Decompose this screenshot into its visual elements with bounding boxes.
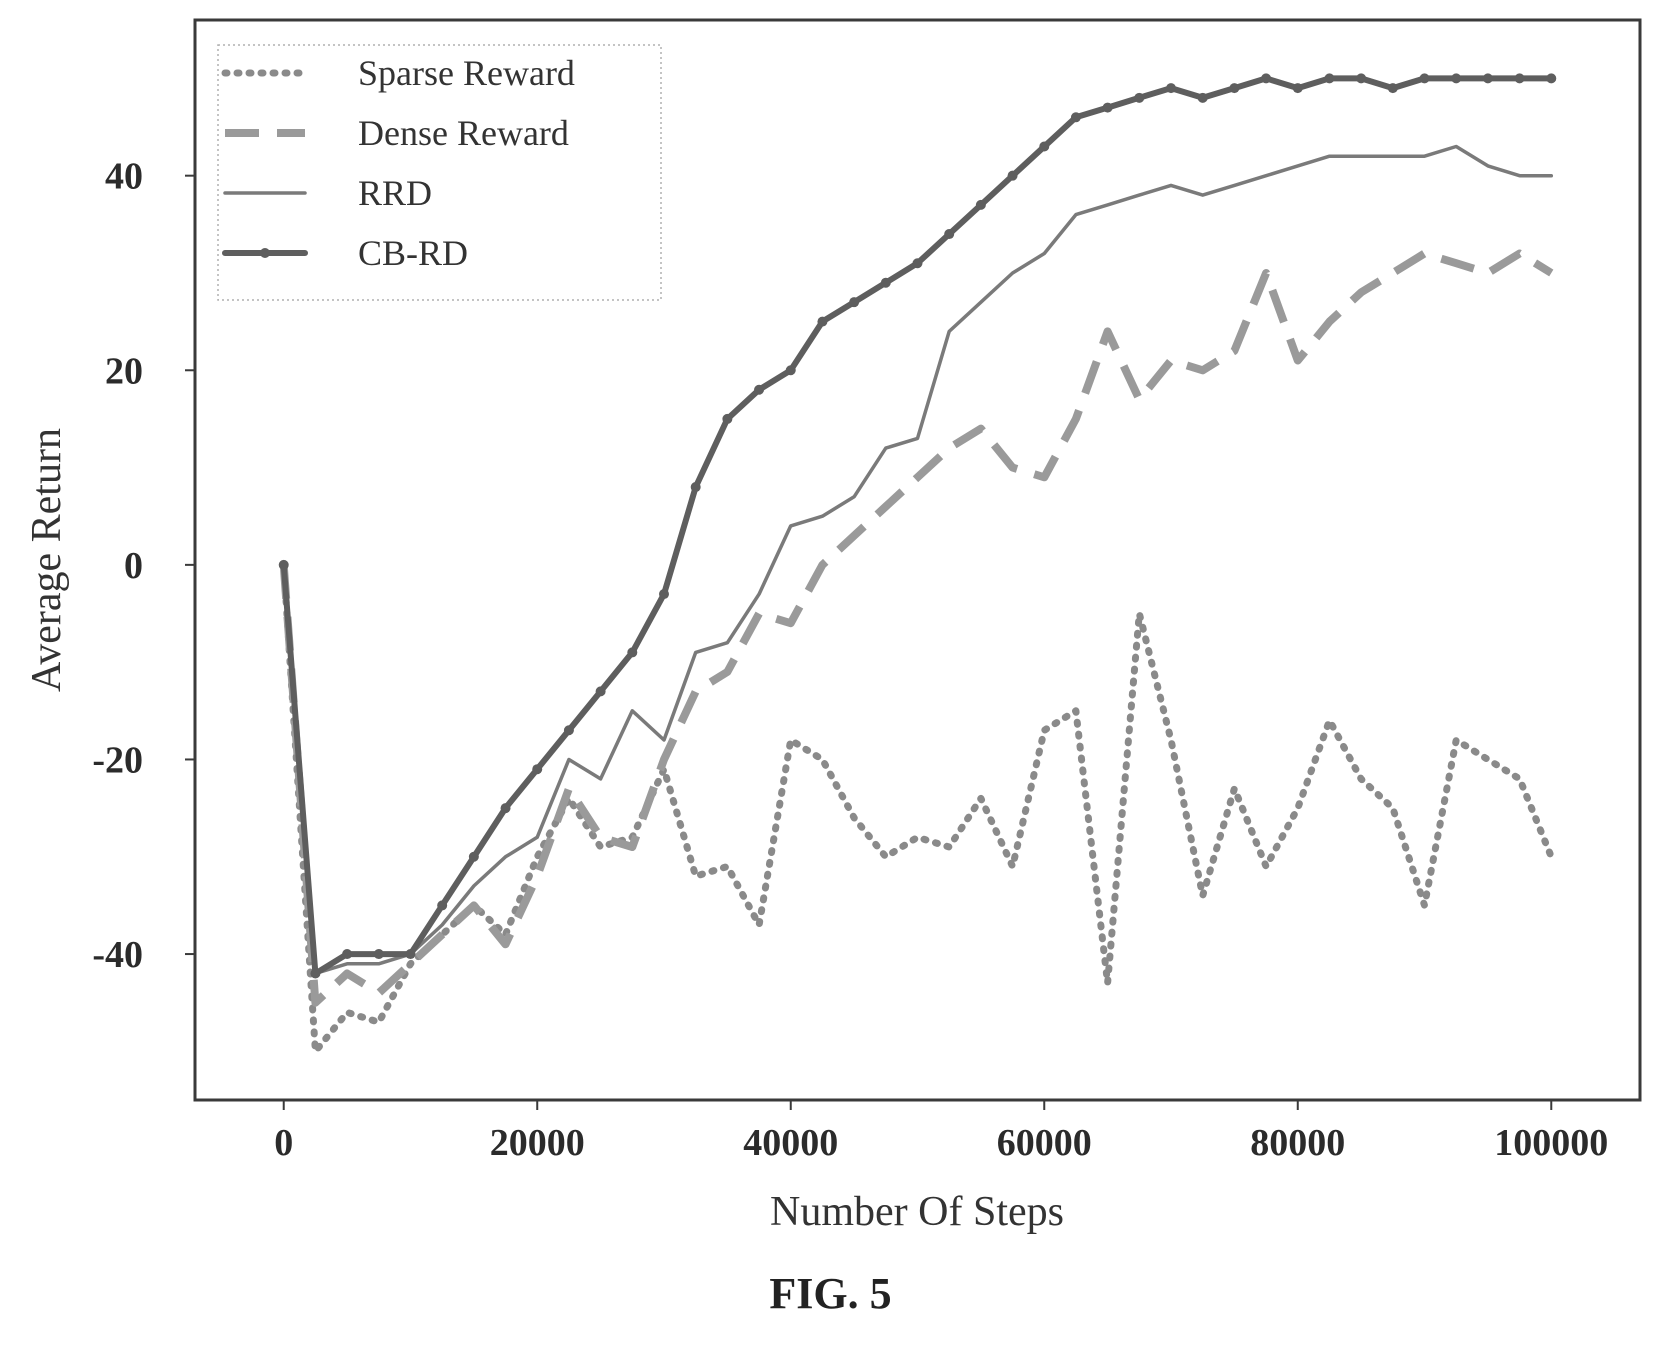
data-point-cb-rd: [279, 560, 289, 570]
data-point-cb-rd: [1420, 73, 1430, 83]
data-point-cb-rd: [1008, 171, 1018, 181]
data-point-cb-rd: [849, 297, 859, 307]
data-point-cb-rd: [1293, 83, 1303, 93]
x-axis: 0 20000 40000 60000 80000 100000: [274, 1100, 1608, 1164]
data-point-cb-rd: [659, 589, 669, 599]
x-tick-label: 100000: [1494, 1122, 1608, 1164]
y-tick-label: 40: [105, 156, 143, 198]
x-tick-label: 0: [274, 1122, 293, 1164]
series-line-sparse-reward: [284, 565, 1552, 1052]
data-point-cb-rd: [1324, 73, 1334, 83]
y-tick-label: -40: [92, 934, 143, 976]
data-point-cb-rd: [1261, 73, 1271, 83]
data-point-cb-rd: [881, 278, 891, 288]
x-tick-label: 40000: [743, 1122, 838, 1164]
data-point-cb-rd: [501, 803, 511, 813]
data-point-cb-rd: [691, 482, 701, 492]
data-point-cb-rd: [722, 414, 732, 424]
y-axis-title: Average Return: [24, 428, 70, 692]
x-tick-label: 80000: [1250, 1122, 1345, 1164]
y-tick-label: 20: [105, 350, 143, 392]
data-point-cb-rd: [627, 647, 637, 657]
y-tick-label: -20: [92, 739, 143, 781]
y-tick-label: 0: [124, 545, 143, 587]
data-point-cb-rd: [1546, 73, 1556, 83]
data-point-cb-rd: [1103, 103, 1113, 113]
x-axis-title: Number Of Steps: [770, 1189, 1064, 1235]
data-point-cb-rd: [944, 229, 954, 239]
data-point-cb-rd: [1388, 83, 1398, 93]
data-point-cb-rd: [1039, 141, 1049, 151]
figure-caption: FIG. 5: [0, 1268, 1661, 1319]
data-point-cb-rd: [1166, 83, 1176, 93]
data-point-cb-rd: [310, 969, 320, 979]
data-point-cb-rd: [1134, 93, 1144, 103]
data-point-cb-rd: [596, 686, 606, 696]
data-point-cb-rd: [1356, 73, 1366, 83]
legend-label-rrd: RRD: [358, 173, 432, 213]
data-point-cb-rd: [1515, 73, 1525, 83]
data-point-cb-rd: [405, 949, 415, 959]
x-tick-label: 20000: [490, 1122, 585, 1164]
data-point-cb-rd: [532, 764, 542, 774]
legend-label-cb-rd: CB-RD: [358, 233, 468, 273]
series-line-rrd: [284, 147, 1552, 974]
legend-label-sparse-reward: Sparse Reward: [358, 53, 575, 93]
data-point-cb-rd: [913, 258, 923, 268]
data-point-cb-rd: [754, 385, 764, 395]
data-point-cb-rd: [564, 725, 574, 735]
data-point-cb-rd: [786, 365, 796, 375]
data-point-cb-rd: [469, 852, 479, 862]
data-point-cb-rd: [1483, 73, 1493, 83]
data-point-cb-rd: [342, 949, 352, 959]
series-layer: [279, 73, 1557, 1051]
legend-marker-cb-rd: [260, 248, 270, 258]
data-point-cb-rd: [437, 900, 447, 910]
data-point-cb-rd: [1451, 73, 1461, 83]
data-point-cb-rd: [976, 200, 986, 210]
series-line-dense-reward: [284, 254, 1552, 1003]
legend-label-dense-reward: Dense Reward: [358, 113, 569, 153]
data-point-cb-rd: [1229, 83, 1239, 93]
data-point-cb-rd: [1198, 93, 1208, 103]
data-point-cb-rd: [1071, 112, 1081, 122]
data-point-cb-rd: [374, 949, 384, 959]
x-tick-label: 60000: [997, 1122, 1092, 1164]
y-axis: -40 -20 0 20 40: [92, 156, 195, 976]
legend: Sparse Reward Dense Reward RRD CB-RD: [218, 45, 661, 300]
data-point-cb-rd: [817, 317, 827, 327]
